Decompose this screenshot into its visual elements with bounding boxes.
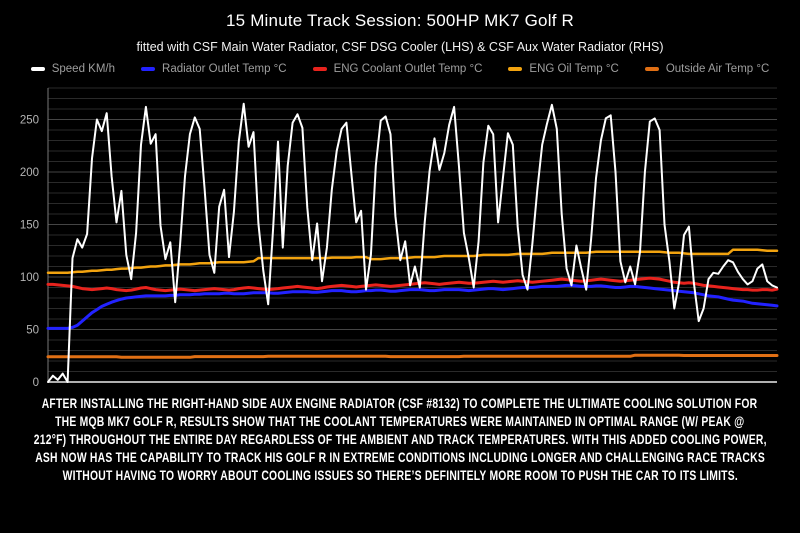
series-line-2 — [46, 283, 779, 330]
legend-item-5: Outside Air Temp °C — [644, 63, 770, 75]
caption-line: THE MQB MK7 GOLF R, RESULTS SHOW THAT TH… — [55, 413, 745, 429]
chart-subtitle: fitted with CSF Main Water Radiator, CSF… — [136, 40, 664, 54]
y-tick-label: 100 — [20, 272, 39, 284]
y-tick-label: 50 — [26, 325, 39, 337]
chart-legend: Speed KM/h Radiator Outlet Temp °C ENG Coo… — [0, 63, 800, 75]
legend-swatch-icon — [30, 67, 45, 71]
legend-swatch-icon — [312, 67, 327, 71]
series-line-5 — [46, 353, 779, 359]
legend-label: ENG Oil Temp °C — [529, 63, 619, 75]
legend-label: ENG Coolant Outlet Temp °C — [333, 63, 483, 75]
y-tick-label: 250 — [20, 115, 39, 127]
legend-swatch-icon — [644, 67, 659, 71]
caption-line: WITHOUT HAVING TO WORRY ABOUT COOLING IS… — [62, 467, 738, 483]
caption-line: 212°F) THROUGHOUT THE ENTIRE DAY REGARDL… — [33, 431, 767, 447]
y-tick-label: 0 — [33, 377, 39, 389]
legend-label: Outside Air Temp °C — [665, 63, 770, 75]
caption-text: AFTER INSTALLING THE RIGHT-HAND SIDE AUX… — [0, 394, 800, 484]
legend-item-1: Speed KM/h — [30, 63, 116, 75]
caption-line: ASH NOW HAS THE CAPABILITY TO TRACK HIS … — [35, 449, 765, 465]
legend-item-3: ENG Coolant Outlet Temp °C — [312, 63, 483, 75]
caption-line: AFTER INSTALLING THE RIGHT-HAND SIDE AUX… — [42, 395, 758, 411]
y-tick-label: 200 — [20, 167, 39, 179]
series-line-3 — [46, 276, 779, 293]
track-session-chart: 0 50 100 150 200 250 — [20, 87, 779, 389]
y-tick-label: 150 — [20, 220, 39, 232]
legend-item-2: Radiator Outlet Temp °C — [141, 63, 287, 75]
legend-item-4: ENG Oil Temp °C — [508, 63, 619, 75]
series-line-4 — [46, 248, 779, 275]
series-line-1 — [47, 102, 778, 383]
legend-swatch-icon — [141, 67, 156, 71]
legend-swatch-icon — [508, 67, 523, 71]
legend-label: Radiator Outlet Temp °C — [162, 63, 287, 75]
legend-label: Speed KM/h — [51, 63, 116, 75]
chart-title: 15 Minute Track Session: 500HP MK7 Golf … — [225, 11, 575, 30]
